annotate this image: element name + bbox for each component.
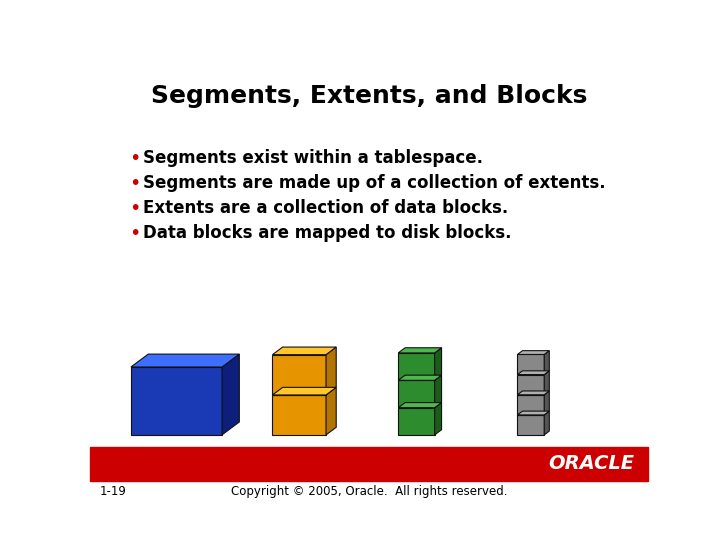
Polygon shape xyxy=(544,371,549,395)
Polygon shape xyxy=(518,354,544,374)
Text: 1-19: 1-19 xyxy=(100,485,127,498)
Polygon shape xyxy=(398,375,441,380)
Text: Disk
blocks: Disk blocks xyxy=(508,447,558,477)
Polygon shape xyxy=(272,347,336,355)
Polygon shape xyxy=(518,375,544,395)
Polygon shape xyxy=(544,391,549,415)
Text: •: • xyxy=(129,199,140,218)
Polygon shape xyxy=(518,395,544,415)
Text: •: • xyxy=(129,174,140,193)
Text: ORACLE: ORACLE xyxy=(548,454,634,473)
Text: Data
blocks: Data blocks xyxy=(395,447,445,477)
Polygon shape xyxy=(326,347,336,395)
Text: Data blocks are mapped to disk blocks.: Data blocks are mapped to disk blocks. xyxy=(143,224,511,242)
Polygon shape xyxy=(398,380,435,408)
Polygon shape xyxy=(272,395,326,435)
Text: Extents: Extents xyxy=(274,447,334,461)
Polygon shape xyxy=(131,367,222,435)
Polygon shape xyxy=(518,371,549,375)
Text: Segment: Segment xyxy=(150,447,220,461)
Text: •: • xyxy=(129,149,140,168)
Text: Segments exist within a tablespace.: Segments exist within a tablespace. xyxy=(143,150,483,167)
Polygon shape xyxy=(435,348,441,380)
Polygon shape xyxy=(544,350,549,374)
Polygon shape xyxy=(326,387,336,435)
Polygon shape xyxy=(398,408,435,435)
Text: Segments are made up of a collection of extents.: Segments are made up of a collection of … xyxy=(143,174,606,192)
Polygon shape xyxy=(272,387,336,395)
Polygon shape xyxy=(131,354,239,367)
Polygon shape xyxy=(544,411,549,435)
Polygon shape xyxy=(398,348,441,353)
Text: •: • xyxy=(129,224,140,242)
Polygon shape xyxy=(518,415,544,435)
Polygon shape xyxy=(518,391,549,395)
Polygon shape xyxy=(435,375,441,408)
Polygon shape xyxy=(222,354,239,435)
Text: Segments, Extents, and Blocks: Segments, Extents, and Blocks xyxy=(150,84,588,108)
Polygon shape xyxy=(272,355,326,395)
Text: Extents are a collection of data blocks.: Extents are a collection of data blocks. xyxy=(143,199,508,217)
Polygon shape xyxy=(398,402,441,408)
Bar xyxy=(90,447,648,481)
Polygon shape xyxy=(435,402,441,435)
Text: Copyright © 2005, Oracle.  All rights reserved.: Copyright © 2005, Oracle. All rights res… xyxy=(230,485,508,498)
Polygon shape xyxy=(398,353,435,380)
Polygon shape xyxy=(518,350,549,354)
Polygon shape xyxy=(518,411,549,415)
